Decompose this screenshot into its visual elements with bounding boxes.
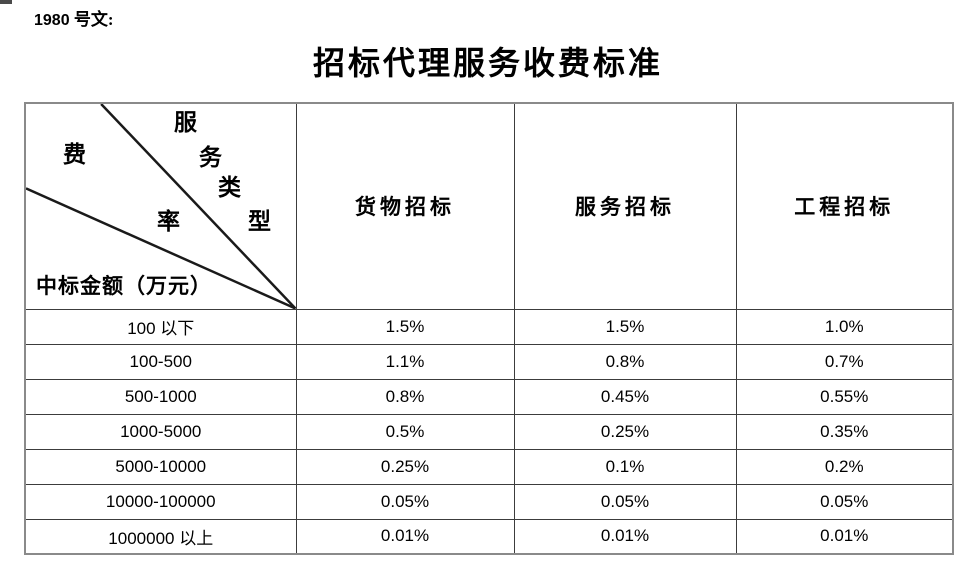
engineering-rate-cell: 0.7% xyxy=(735,343,954,380)
goods-rate-cell: 0.8% xyxy=(295,378,515,415)
engineering-rate-cell: 0.35% xyxy=(735,413,954,450)
corner-type-char-3: 类 xyxy=(218,175,241,200)
engineering-rate-cell: 1.0% xyxy=(735,308,954,345)
column-header-engineering: 工程招标 xyxy=(735,102,954,310)
diagonal-line-upper xyxy=(100,104,295,308)
table-row: 10000-100000 0.05% 0.05% 0.05% xyxy=(24,483,954,520)
amount-range-cell: 5000-10000 xyxy=(24,448,297,485)
corner-type-char-4: 型 xyxy=(248,209,271,234)
amount-range-cell: 1000000 以上 xyxy=(24,518,297,555)
table-row: 500-1000 0.8% 0.45% 0.55% xyxy=(24,378,954,415)
engineering-rate-cell: 0.05% xyxy=(735,483,954,520)
service-rate-cell: 0.01% xyxy=(513,518,737,555)
service-rate-cell: 0.8% xyxy=(513,343,737,380)
goods-rate-cell: 0.01% xyxy=(295,518,515,555)
engineering-rate-cell: 0.55% xyxy=(735,378,954,415)
corner-artifact xyxy=(0,0,12,4)
column-header-goods: 货物招标 xyxy=(295,102,515,310)
service-rate-cell: 0.45% xyxy=(513,378,737,415)
service-rate-cell: 1.5% xyxy=(513,308,737,345)
amount-range-cell: 500-1000 xyxy=(24,378,297,415)
column-header-service: 服务招标 xyxy=(513,102,737,310)
service-rate-cell: 0.25% xyxy=(513,413,737,450)
table-row: 5000-10000 0.25% 0.1% 0.2% xyxy=(24,448,954,485)
table-row: 1000-5000 0.5% 0.25% 0.35% xyxy=(24,413,954,450)
table-header-row: 费 率 服 务 类 型 中标金额（万元） 货物招标 服务招标 工程招标 xyxy=(24,102,954,310)
goods-rate-cell: 0.05% xyxy=(295,483,515,520)
page-title: 招标代理服务收费标准 xyxy=(312,45,663,81)
corner-type-char-2: 务 xyxy=(199,145,222,170)
table-row: 1000000 以上 0.01% 0.01% 0.01% xyxy=(24,518,954,555)
corner-amount-label: 中标金额（万元） xyxy=(36,274,212,298)
goods-rate-cell: 1.5% xyxy=(295,308,515,345)
doc-reference: 1980 号文: xyxy=(34,5,114,30)
service-rate-cell: 0.05% xyxy=(513,483,737,520)
goods-rate-cell: 0.25% xyxy=(295,448,515,485)
diagonal-split-lines xyxy=(26,104,295,308)
table-row: 100-500 1.1% 0.8% 0.7% xyxy=(24,343,954,380)
table-corner-cell: 费 率 服 务 类 型 中标金额（万元） xyxy=(24,102,297,310)
table-row: 100 以下 1.5% 1.5% 1.0% xyxy=(24,308,954,345)
amount-range-cell: 10000-100000 xyxy=(24,483,297,520)
service-rate-cell: 0.1% xyxy=(513,448,737,485)
engineering-rate-cell: 0.2% xyxy=(735,448,954,485)
corner-fee-char: 费 xyxy=(63,142,86,167)
amount-range-cell: 1000-5000 xyxy=(24,413,297,450)
corner-rate-char: 率 xyxy=(157,209,180,234)
goods-rate-cell: 1.1% xyxy=(295,343,515,380)
diagonal-line-lower xyxy=(26,187,295,308)
doc-number: 1980 xyxy=(34,12,70,29)
amount-range-cell: 100 以下 xyxy=(24,308,297,345)
doc-suffix-label: 号文: xyxy=(73,10,114,29)
fee-standard-table: 费 率 服 务 类 型 中标金额（万元） 货物招标 服务招标 工程招标 100 … xyxy=(24,102,954,555)
engineering-rate-cell: 0.01% xyxy=(735,518,954,555)
goods-rate-cell: 0.5% xyxy=(295,413,515,450)
corner-type-char-1: 服 xyxy=(174,110,197,135)
amount-range-cell: 100-500 xyxy=(24,343,297,380)
